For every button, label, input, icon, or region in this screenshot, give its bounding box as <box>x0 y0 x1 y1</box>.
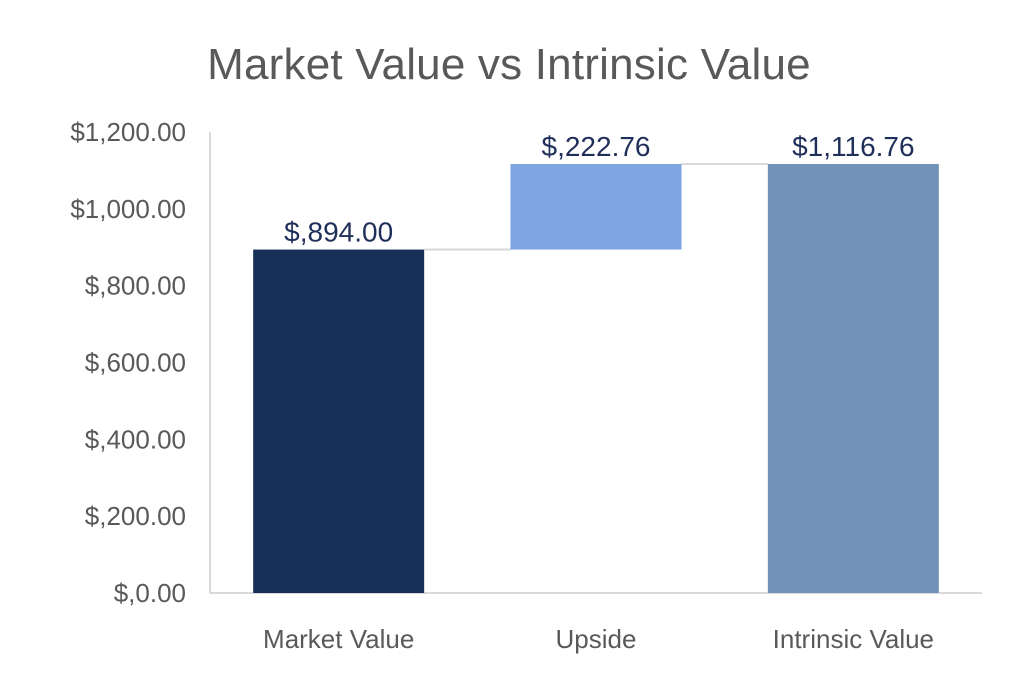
x-category-label: Upside <box>556 624 637 654</box>
y-tick-label: $,800.00 <box>85 271 186 301</box>
y-tick-label: $,200.00 <box>85 501 186 531</box>
bar-intrinsic-value <box>767 163 939 593</box>
data-label: $,894.00 <box>284 217 393 248</box>
y-tick-label: $,400.00 <box>85 424 186 454</box>
data-label: $1,116.76 <box>792 131 915 162</box>
bar-upside <box>510 163 682 250</box>
data-label: $,222.76 <box>542 131 651 162</box>
x-category-label: Market Value <box>263 624 414 654</box>
chart-title: Market Value vs Intrinsic Value <box>207 40 811 89</box>
bar-market-value <box>253 249 425 593</box>
y-tick-label: $1,000.00 <box>70 194 186 224</box>
y-tick-label: $,0.00 <box>114 578 186 608</box>
y-tick-label: $1,200.00 <box>70 117 186 147</box>
x-category-label: Intrinsic Value <box>773 624 934 654</box>
y-tick-label: $,600.00 <box>85 348 186 378</box>
